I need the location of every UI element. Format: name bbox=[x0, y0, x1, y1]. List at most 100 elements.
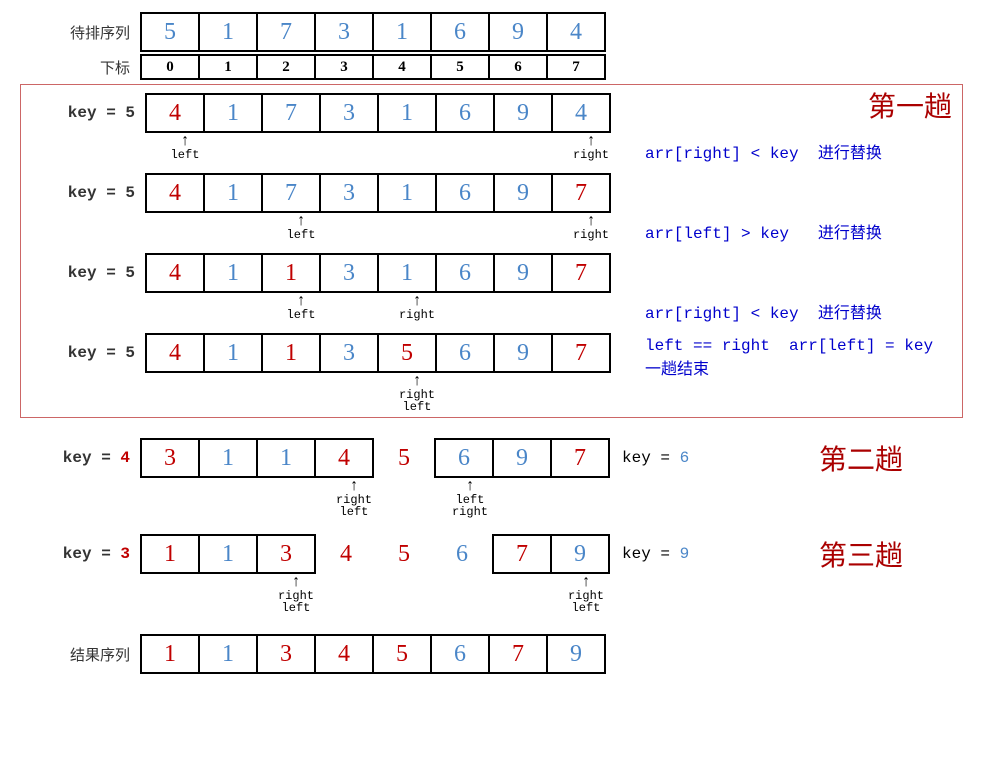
pointer-slot bbox=[445, 213, 505, 251]
pass1-pointer-row: ↑left↑right bbox=[155, 133, 958, 171]
array-cell: 1 bbox=[140, 534, 200, 574]
pointer-slot bbox=[324, 574, 384, 612]
array-cell: 1 bbox=[203, 253, 263, 293]
array-cell: 5 bbox=[377, 333, 437, 373]
pass1-step-cells: 41731697 bbox=[145, 173, 611, 213]
pointer-slot bbox=[503, 373, 563, 411]
index-cell: 1 bbox=[198, 54, 258, 80]
pass1-key-label: key = 5 bbox=[25, 344, 145, 362]
pass2-pointers: ↑right left ↑left right bbox=[150, 478, 963, 516]
pointer-slot bbox=[155, 373, 215, 411]
index-cell: 3 bbox=[314, 54, 374, 80]
index-cell: 4 bbox=[372, 54, 432, 80]
array-cell: 1 bbox=[198, 634, 258, 674]
pointer-slot bbox=[266, 478, 326, 516]
pointer-slot bbox=[556, 478, 616, 516]
pass1-step-cells: 41731694 bbox=[145, 93, 611, 133]
pointer-slot bbox=[329, 133, 389, 171]
index-cell: 7 bbox=[546, 54, 606, 80]
array-cell: 5 bbox=[372, 634, 432, 674]
pointer-slot bbox=[208, 478, 268, 516]
pointer-label: left bbox=[171, 149, 200, 161]
ghost-cell: 4 bbox=[316, 534, 376, 574]
array-cell: 7 bbox=[256, 12, 316, 52]
arrow-up-icon: ↑ bbox=[349, 478, 359, 494]
pointer-slot bbox=[208, 574, 268, 612]
array-cell: 3 bbox=[319, 173, 379, 213]
pass3-row: key = 3 113 456 79 key = 9 第三趟 bbox=[20, 534, 963, 574]
index-cell: 0 bbox=[140, 54, 200, 80]
pass3-left-cells: 113 bbox=[140, 534, 316, 574]
array-cell: 3 bbox=[140, 438, 200, 478]
pointer-slot: ↑right left bbox=[324, 478, 384, 516]
pass3-left-ghost: 456 bbox=[316, 534, 492, 574]
pass1-step-row: key = 541135697left == right arr[left] =… bbox=[25, 333, 958, 373]
array-cell: 9 bbox=[493, 253, 553, 293]
pointer-slot bbox=[382, 478, 442, 516]
pointer-slot: ↑left right bbox=[440, 478, 500, 516]
array-cell: 4 bbox=[145, 253, 205, 293]
pointer-slot bbox=[271, 133, 331, 171]
array-cell: 7 bbox=[261, 93, 321, 133]
array-cell: 6 bbox=[430, 634, 490, 674]
array-cell: 1 bbox=[261, 333, 321, 373]
arrow-up-icon: ↑ bbox=[586, 133, 596, 149]
pass3-pointers: ↑right left↑right left bbox=[150, 574, 963, 612]
pass1-step-row: key = 541131697arr[right] < key 进行替换 bbox=[25, 253, 958, 293]
pass1-key-label: key = 5 bbox=[25, 104, 145, 122]
pointer-slot bbox=[155, 213, 215, 251]
pointer-slot bbox=[498, 478, 558, 516]
array-cell: 6 bbox=[430, 12, 490, 52]
pointer-slot bbox=[445, 133, 505, 171]
pass1-step-cells: 41131697 bbox=[145, 253, 611, 293]
index-label: 下标 bbox=[20, 57, 140, 78]
pointer-slot bbox=[213, 373, 273, 411]
array-cell: 4 bbox=[145, 333, 205, 373]
array-cell: 7 bbox=[551, 253, 611, 293]
arrow-up-icon: ↑ bbox=[586, 213, 596, 229]
array-cell: 9 bbox=[550, 534, 610, 574]
array-cell: 7 bbox=[551, 173, 611, 213]
array-cell: 3 bbox=[319, 93, 379, 133]
index-cell: 6 bbox=[488, 54, 548, 80]
array-cell: 7 bbox=[551, 333, 611, 373]
pass2-right-key: key = 6 bbox=[622, 449, 689, 467]
ghost-cell: 5 bbox=[374, 534, 434, 574]
pass2-right-cells: 697 bbox=[434, 438, 610, 478]
array-cell: 1 bbox=[140, 634, 200, 674]
arrow-up-icon: ↑ bbox=[412, 293, 422, 309]
pointer-slot: ↑right left bbox=[556, 574, 616, 612]
arrow-up-icon: ↑ bbox=[581, 574, 591, 590]
array-cell: 1 bbox=[203, 173, 263, 213]
pointer-slot bbox=[329, 373, 389, 411]
pointer-slot bbox=[382, 574, 442, 612]
pass1-pointer-row: ↑right left bbox=[155, 373, 958, 411]
pass2-left-ghost: 5 bbox=[374, 438, 434, 478]
index-row: 下标 01234567 bbox=[20, 54, 963, 80]
pass2-left-key: key = 4 bbox=[20, 449, 140, 467]
pass1-box: 第一趟 key = 541731694arr[right] < key 进行替换… bbox=[20, 84, 963, 418]
array-cell: 6 bbox=[435, 333, 495, 373]
array-cell: 6 bbox=[435, 173, 495, 213]
pointer-label: right left bbox=[568, 590, 604, 614]
array-cell: 1 bbox=[203, 333, 263, 373]
pass1-step-row: key = 541731694arr[right] < key 进行替换 bbox=[25, 93, 958, 133]
array-cell: 1 bbox=[261, 253, 321, 293]
pass1-pointer-row: ↑left↑right bbox=[155, 293, 958, 331]
array-cell: 1 bbox=[377, 93, 437, 133]
pointer-slot bbox=[155, 293, 215, 331]
pointer-slot bbox=[498, 574, 558, 612]
pointer-slot bbox=[271, 373, 331, 411]
array-cell: 7 bbox=[492, 534, 552, 574]
pointer-slot bbox=[150, 574, 210, 612]
array-cell: 4 bbox=[546, 12, 606, 52]
pass2-title: 第二趟 bbox=[819, 438, 903, 478]
array-cell: 7 bbox=[261, 173, 321, 213]
pointer-slot bbox=[503, 213, 563, 251]
pointer-slot bbox=[329, 293, 389, 331]
pointer-label: right left bbox=[278, 590, 314, 614]
array-cell: 1 bbox=[203, 93, 263, 133]
pointer-label: right left bbox=[336, 494, 372, 518]
array-cell: 7 bbox=[488, 634, 548, 674]
pass1-pointer-row: ↑left↑right bbox=[155, 213, 958, 251]
